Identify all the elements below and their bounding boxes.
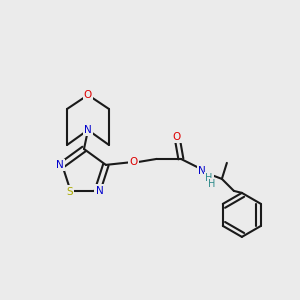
Text: N: N	[96, 186, 104, 196]
Text: H: H	[208, 179, 216, 189]
Text: N: N	[84, 125, 92, 135]
Text: O: O	[84, 90, 92, 100]
Text: N: N	[198, 166, 206, 176]
Text: N: N	[56, 160, 64, 170]
Text: O: O	[130, 157, 138, 167]
Text: S: S	[66, 187, 73, 196]
Text: H: H	[205, 173, 213, 183]
Text: O: O	[173, 132, 181, 142]
